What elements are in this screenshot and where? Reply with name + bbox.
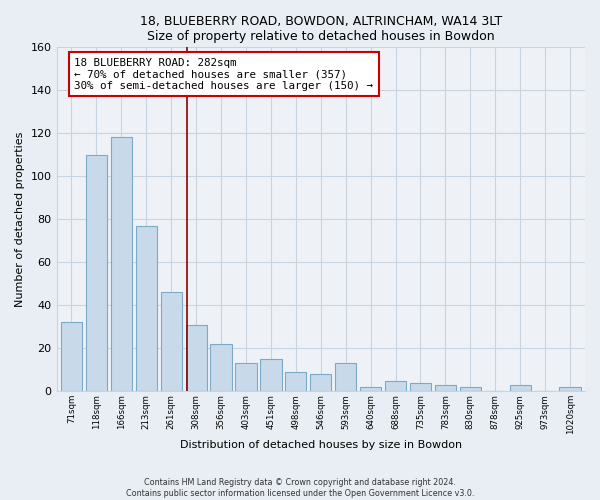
Bar bbox=[260, 359, 281, 392]
Bar bbox=[86, 154, 107, 392]
Y-axis label: Number of detached properties: Number of detached properties bbox=[15, 132, 25, 307]
Bar bbox=[435, 385, 456, 392]
Text: 18 BLUEBERRY ROAD: 282sqm
← 70% of detached houses are smaller (357)
30% of semi: 18 BLUEBERRY ROAD: 282sqm ← 70% of detac… bbox=[74, 58, 373, 91]
Text: Contains HM Land Registry data © Crown copyright and database right 2024.
Contai: Contains HM Land Registry data © Crown c… bbox=[126, 478, 474, 498]
Bar bbox=[136, 226, 157, 392]
Bar bbox=[285, 372, 307, 392]
Bar bbox=[235, 364, 257, 392]
Bar bbox=[385, 380, 406, 392]
Bar bbox=[509, 385, 531, 392]
Bar bbox=[61, 322, 82, 392]
Bar bbox=[185, 324, 207, 392]
Bar bbox=[161, 292, 182, 392]
X-axis label: Distribution of detached houses by size in Bowdon: Distribution of detached houses by size … bbox=[180, 440, 462, 450]
Bar bbox=[360, 387, 381, 392]
Bar bbox=[460, 387, 481, 392]
Bar bbox=[111, 138, 132, 392]
Bar bbox=[410, 382, 431, 392]
Bar bbox=[559, 387, 581, 392]
Title: 18, BLUEBERRY ROAD, BOWDON, ALTRINCHAM, WA14 3LT
Size of property relative to de: 18, BLUEBERRY ROAD, BOWDON, ALTRINCHAM, … bbox=[140, 15, 502, 43]
Bar bbox=[335, 364, 356, 392]
Bar bbox=[211, 344, 232, 392]
Bar bbox=[310, 374, 331, 392]
